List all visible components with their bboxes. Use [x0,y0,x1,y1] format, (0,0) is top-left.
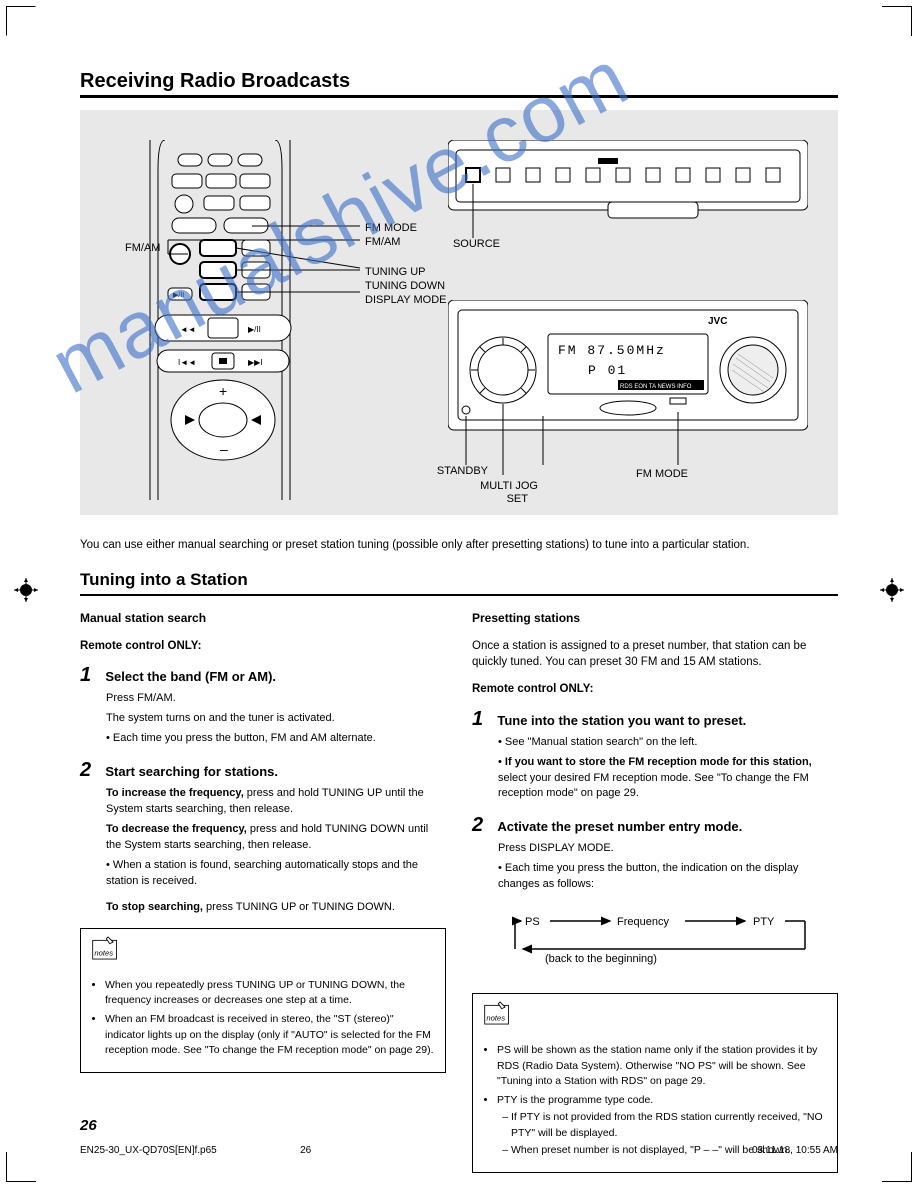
svg-text:+: + [219,383,227,399]
main-unit-illustration: JVC FM 87.50MHz P 01 RDS EON TA NEWS INF… [448,300,808,490]
step1-sub2: The system turns on and the tuner is act… [106,711,446,727]
notes-icon: notes [91,935,125,961]
svg-text:FM 87.50MHz: FM 87.50MHz [558,343,666,358]
r-step-2: 2 Activate the preset number entry mode.… [472,814,838,893]
intro-paragraph: You can use either manual searching or p… [80,537,838,554]
note-item: PS will be shown as the station name onl… [497,1043,827,1089]
seq-ps: PS [525,916,540,928]
label-fm-am-r: FM/AM [365,236,400,248]
note-box-right: notes PS will be shown as the station na… [472,993,838,1173]
note-item-text: PTY is the programme type code. [497,1094,653,1106]
step-number: 2 [80,759,102,782]
seq-back: (back to the beginning) [545,953,657,965]
label-tuning-down: TUNING DOWN [365,280,445,292]
label-standby: STANDBY [437,465,488,477]
right-column: Presetting stations Once a station is as… [472,610,838,1173]
illustration-panel: ▶/II ◄◄ ▶/II I◄◄ ▶▶I + – [80,110,838,515]
step2-sub2-bold: To decrease the frequency, [106,823,247,835]
label-fm-am: FM/AM [125,242,160,254]
note-box-left: notes When you repeatedly press TUNING U… [80,928,446,1073]
remote-illustration: ▶/II ◄◄ ▶/II I◄◄ ▶▶I + – [120,140,360,500]
crop-mark [6,6,36,36]
svg-text:–: – [220,441,228,457]
label-display-mode: DISPLAY MODE [365,294,447,306]
remote-only-right: Remote control ONLY: [472,681,838,698]
r-step-1: 1 Tune into the station you want to pres… [472,708,838,803]
svg-text:RDS EON TA NEWS INFO: RDS EON TA NEWS INFO [620,384,692,390]
label-multi-jog: MULTI JOG [480,480,538,492]
step-number: 1 [80,664,102,687]
svg-text:I◄◄: I◄◄ [178,358,196,367]
r-step1-sub2b: If you want to store the FM reception mo… [505,756,812,768]
label-set: SET [507,493,528,505]
manual-page: manualshive.com Receiving Radio Broadcas… [0,0,918,1188]
right-p1: Once a station is assigned to a preset n… [472,638,838,671]
step2-head: Start searching for stations. [105,764,278,779]
step1-head: Select the band (FM or AM). [105,669,276,684]
section-rule [80,95,838,98]
step-2: 2 Start searching for stations. To incre… [80,759,446,916]
svg-text:notes: notes [486,1014,505,1023]
step2-sub3: When a station is found, searching autom… [106,859,418,887]
r-step2-sub1: Press DISPLAY MODE. [498,841,838,857]
step1-sub3: Each time you press the button, FM and A… [113,732,376,744]
notes-icon: notes [483,1000,517,1026]
page-title: Receiving Radio Broadcasts [80,70,838,93]
label-source: SOURCE [453,238,500,250]
left-column: Manual station search Remote control ONL… [80,610,446,1173]
svg-text:◄◄: ◄◄ [180,325,196,334]
tuning-heading: Tuning into a Station [80,570,838,590]
registration-mark-icon [14,578,38,602]
label-fm-mode: FM MODE [365,222,417,234]
step2-sub1-bold: To increase the frequency, [106,787,244,799]
display-mode-sequence: PS Frequency PTY (back to the beginning) [472,907,838,977]
svg-text:▶/II: ▶/II [173,292,184,299]
svg-text:▶/II: ▶/II [248,325,261,334]
label-fm-mode-unit: FM MODE [636,468,688,480]
note-subitem: If PTY is not provided from the RDS stat… [511,1110,827,1140]
step-number: 2 [472,814,494,837]
step-1: 1 Select the band (FM or AM). Press FM/A… [80,664,446,747]
r-step1-head: Tune into the station you want to preset… [497,713,746,728]
crop-mark [6,1152,36,1182]
label-tuning-up: TUNING UP [365,266,426,278]
registration-mark-icon [880,578,904,602]
seq-pty: PTY [753,916,775,928]
note-item: When you repeatedly press TUNING UP or T… [105,978,435,1008]
cd-unit-illustration [448,140,808,250]
left-title: Manual station search [80,610,446,627]
step2-stop: To stop searching, [106,901,203,913]
step-number: 1 [472,708,494,731]
r-step2-sub2: Each time you press the button, the indi… [498,862,798,890]
r-step2-head: Activate the preset number entry mode. [497,819,742,834]
seq-freq: Frequency [617,916,669,928]
step1-sub1: Press FM/AM. [106,691,446,707]
remote-only-left: Remote control ONLY: [80,638,446,655]
note-subitem: When preset number is not displayed, "P … [511,1143,827,1158]
note-item: PTY is the programme type code. If PTY i… [497,1093,827,1158]
crop-mark [882,1152,912,1182]
r-step1-sub2: select your desired FM reception mode. S… [498,772,809,800]
crop-mark [882,6,912,36]
note-item: When an FM broadcast is received in ster… [105,1012,435,1058]
r-step1-sub1: See "Manual station search" on the left. [505,736,697,748]
step2-stop-sub: press TUNING UP or TUNING DOWN. [203,901,395,913]
sub-section-rule [80,594,838,596]
svg-text:JVC: JVC [708,316,727,327]
two-column-body: Manual station search Remote control ONL… [80,610,838,1173]
svg-text:▶▶I: ▶▶I [248,358,263,367]
right-title: Presetting stations [472,610,838,627]
svg-text:P 01: P 01 [588,363,627,378]
svg-text:notes: notes [94,948,113,957]
